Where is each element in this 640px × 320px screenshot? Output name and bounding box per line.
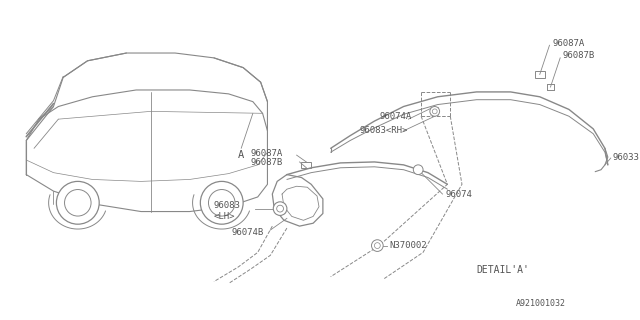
Circle shape xyxy=(432,109,437,114)
Text: 96087B: 96087B xyxy=(562,52,595,60)
Circle shape xyxy=(65,189,91,216)
Text: 96074: 96074 xyxy=(445,189,472,198)
Bar xyxy=(535,70,545,78)
Text: 96074B: 96074B xyxy=(232,228,264,237)
Circle shape xyxy=(430,107,440,116)
Text: A921001032: A921001032 xyxy=(515,300,566,308)
Circle shape xyxy=(276,205,284,212)
Bar xyxy=(301,162,311,168)
Circle shape xyxy=(56,181,99,224)
Text: <LH>: <LH> xyxy=(214,212,236,221)
Text: 96083: 96083 xyxy=(214,201,241,210)
Text: 96087A: 96087A xyxy=(552,39,585,48)
Circle shape xyxy=(371,240,383,252)
Text: 96087A: 96087A xyxy=(251,149,283,158)
Circle shape xyxy=(273,202,287,215)
Text: 96074A: 96074A xyxy=(380,112,412,121)
Circle shape xyxy=(200,181,243,224)
Circle shape xyxy=(374,243,380,249)
Text: A: A xyxy=(238,150,244,160)
Text: 96033: 96033 xyxy=(612,153,639,162)
Text: 96083<RH>: 96083<RH> xyxy=(360,126,408,135)
Text: DETAIL'A': DETAIL'A' xyxy=(477,265,529,275)
Circle shape xyxy=(413,165,423,175)
Circle shape xyxy=(209,189,235,216)
Text: 96087B: 96087B xyxy=(251,158,283,167)
Text: N370002: N370002 xyxy=(389,241,427,250)
